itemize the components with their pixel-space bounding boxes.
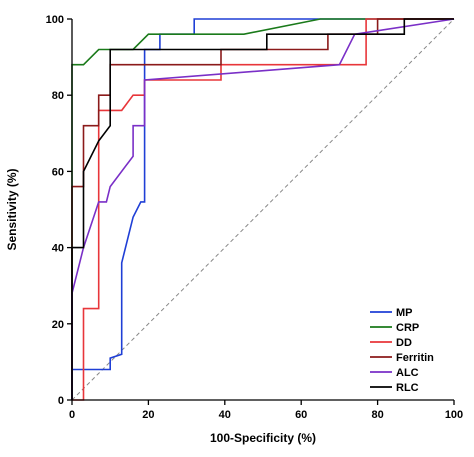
axes-layer: 0 20 40 60 80 100 0 20 40 60 80 100	[46, 14, 464, 421]
y-tick-label: 20	[52, 319, 64, 331]
reference-diagonal	[71, 18, 455, 401]
series-line-dd	[72, 18, 454, 401]
x-tick-label: 20	[142, 409, 154, 421]
series-line-rlc	[71, 18, 454, 400]
series-layer	[71, 18, 455, 401]
x-tick-label: 60	[295, 409, 307, 421]
legend-label-crp: CRP	[396, 322, 419, 334]
legend-label-ferritin: Ferritin	[396, 352, 434, 364]
y-axis-title: Sensitivity (%)	[5, 168, 19, 250]
legend: MP CRP DD Ferritin ALC RLC	[370, 307, 434, 394]
y-tick-label: 100	[46, 14, 64, 26]
y-tick-label: 60	[52, 166, 64, 178]
x-tick-label: 0	[69, 409, 75, 421]
x-tick-label: 40	[219, 409, 231, 421]
legend-label-dd: DD	[396, 337, 412, 349]
y-tick-label: 0	[58, 395, 64, 407]
y-tick-label: 40	[52, 243, 64, 255]
reference-line-layer	[71, 18, 455, 401]
legend-label-mp: MP	[396, 307, 413, 319]
x-axis-title: 100-Specificity (%)	[210, 431, 316, 445]
x-tick-label: 100	[445, 409, 463, 421]
x-tick-label: 80	[371, 409, 383, 421]
legend-label-alc: ALC	[396, 367, 419, 379]
y-tick-label: 80	[52, 90, 64, 102]
legend-label-rlc: RLC	[396, 382, 419, 394]
